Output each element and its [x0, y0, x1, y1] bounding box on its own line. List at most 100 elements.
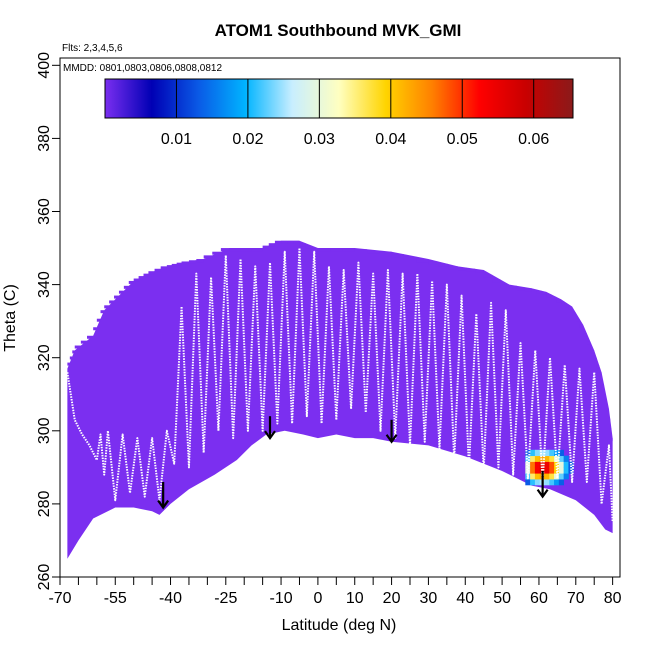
heatmap-bin	[539, 449, 545, 457]
x-tick-label: -25	[214, 590, 237, 607]
x-axis: -70 -55 -40 -25 -10 0 10 20 30 40 50 60 70 80	[48, 577, 622, 607]
heatmap-bin	[293, 240, 300, 244]
heatmap-bin	[558, 455, 565, 462]
colorbar: 0.01 0.02 0.03 0.04 0.05 0.06	[104, 78, 574, 148]
heatmap-bin	[549, 473, 555, 480]
heatmap-bin	[536, 290, 542, 294]
heatmap-bin	[171, 263, 177, 267]
heatmap-bin	[534, 455, 541, 462]
heatmap-bin	[96, 318, 101, 322]
heatmap-bin	[572, 312, 576, 316]
down-arrow-marker	[157, 481, 170, 510]
plot-area	[66, 240, 614, 559]
heatmap-bin	[154, 268, 161, 272]
heatmap-bin	[534, 467, 541, 474]
heatmap-bin	[534, 473, 541, 480]
heatmap-bin	[568, 306, 573, 310]
colorbar-tick-label: 0.03	[304, 131, 335, 148]
heatmap-bin	[403, 256, 417, 260]
heatmap-bin	[563, 473, 569, 480]
heatmap-bin	[500, 284, 510, 288]
heatmap-bin	[69, 356, 73, 360]
x-tick-label: -40	[159, 590, 182, 607]
heatmap-bin	[534, 449, 541, 457]
heatmap-bin	[143, 273, 149, 277]
heatmap-bin	[524, 288, 532, 292]
heatmap-bin	[251, 248, 263, 252]
heatmap-bin	[554, 479, 560, 486]
plot-frame	[59, 57, 621, 578]
heatmap-bin	[240, 248, 252, 252]
y-tick-label: 300	[36, 417, 53, 444]
heatmap-bin	[305, 245, 312, 249]
heatmap-bin	[342, 248, 355, 252]
heatmap-bin	[541, 291, 547, 295]
heatmap-bin	[509, 285, 517, 289]
flights-subtitle: Flts: 2,3,4,5,6	[62, 43, 123, 54]
x-tick-label: 30	[420, 590, 438, 607]
down-arrow-marker	[536, 471, 549, 499]
heatmap-bin	[558, 467, 565, 474]
heatmap-bin	[568, 467, 574, 474]
heatmap-bin	[367, 250, 380, 254]
heatmap-bin	[104, 305, 110, 309]
heatmap-bin	[590, 350, 595, 354]
heatmap-bin	[558, 479, 565, 486]
heatmap-bin	[220, 248, 230, 252]
heatmap-bin	[123, 285, 129, 289]
heatmap-bin	[448, 266, 458, 270]
heatmap-bin	[438, 263, 449, 267]
heatmap-bin	[525, 455, 531, 462]
heatmap-bin	[594, 357, 597, 361]
heatmap-bin	[549, 461, 555, 468]
heatmap-bin	[138, 276, 144, 280]
heatmap-bin	[203, 255, 213, 259]
colorbar-ticks: 0.01 0.02 0.03 0.04 0.05 0.06	[161, 79, 549, 148]
heatmap-bin	[549, 467, 555, 474]
heatmap-bin	[212, 251, 221, 255]
x-tick-label: 50	[493, 590, 511, 607]
heatmap-bin	[556, 299, 562, 303]
heatmap-bin	[492, 279, 501, 283]
heatmap-bin	[551, 296, 557, 300]
colorbar-tick-label: 0.06	[518, 131, 549, 148]
heatmap-bin	[354, 249, 368, 253]
heatmap-bin	[549, 449, 555, 457]
heatmap-bin	[87, 335, 94, 339]
heatmap-bin	[544, 479, 550, 486]
y-tick-label: 320	[36, 344, 53, 371]
heatmap-bin	[181, 261, 189, 265]
heatmap-bin	[558, 461, 565, 468]
heatmap-bin	[575, 318, 580, 322]
heatmap-bin	[229, 248, 241, 252]
heatmap-bin	[544, 449, 550, 457]
heatmap-bin	[558, 449, 565, 457]
heatmap-bin	[311, 248, 318, 252]
heatmap-bin	[601, 384, 605, 388]
heatmap-bin	[599, 372, 602, 376]
heatmap-bin	[114, 295, 119, 299]
heatmap-bin	[579, 324, 584, 328]
y-tick-label: 380	[36, 125, 53, 152]
heatmap-bin	[531, 289, 537, 293]
x-axis-label: Latitude (deg N)	[282, 617, 397, 634]
heatmap-bin	[299, 243, 306, 247]
heatmap-bin	[586, 341, 591, 345]
heatmap-bin	[530, 449, 536, 457]
x-tick-label: 70	[567, 590, 585, 607]
heatmap-bin	[176, 262, 182, 266]
y-tick-label: 340	[36, 271, 53, 298]
heatmap-bin	[604, 396, 607, 400]
heatmap-bin	[72, 350, 75, 354]
heatmap-bin	[93, 327, 97, 331]
heatmap-bin	[563, 455, 569, 462]
y-tick-label: 280	[36, 490, 53, 517]
heatmap-bin	[558, 473, 565, 480]
heatmap-bin	[544, 461, 550, 468]
heatmap-bin	[109, 300, 115, 304]
heatmap-bin	[330, 248, 343, 252]
heatmap-bin	[80, 340, 88, 344]
down-arrow-marker	[264, 416, 276, 441]
heatmap-bin	[534, 461, 541, 468]
heatmap-bin	[281, 240, 288, 244]
